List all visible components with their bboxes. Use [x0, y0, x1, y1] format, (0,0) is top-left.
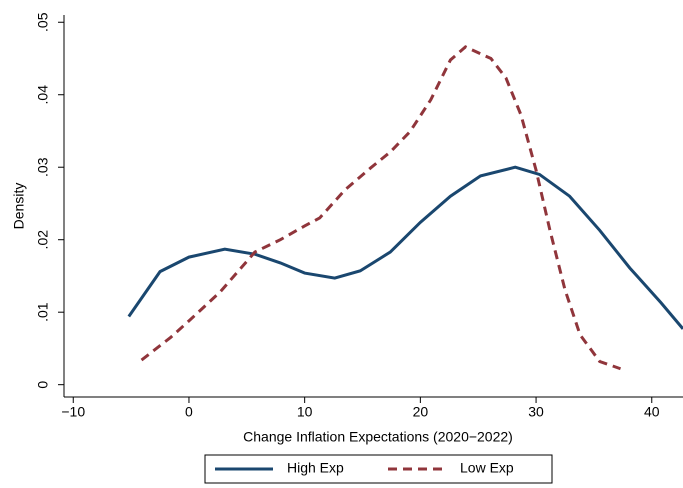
legend-label: Low Exp [460, 460, 514, 476]
x-tick-label: 30 [528, 404, 544, 420]
y-tick-label: .01 [35, 302, 51, 322]
y-tick-label: .05 [35, 12, 51, 32]
x-tick-label: −10 [61, 404, 85, 420]
y-tick-label: .03 [35, 157, 51, 177]
x-tick-label: 20 [413, 404, 429, 420]
x-tick-label: 10 [297, 404, 313, 420]
y-tick-label: 0 [35, 381, 51, 389]
x-tick-label: 40 [644, 404, 660, 420]
series-line [127, 165, 683, 330]
y-tick-label: .02 [35, 230, 51, 250]
x-tick-label: 0 [185, 404, 193, 420]
series-line [140, 45, 622, 371]
y-axis-label: Density [11, 183, 27, 230]
y-tick-label: .04 [35, 85, 51, 105]
x-axis-label: Change Inflation Expectations (2020−2022… [243, 429, 513, 445]
legend-label: High Exp [287, 460, 344, 476]
